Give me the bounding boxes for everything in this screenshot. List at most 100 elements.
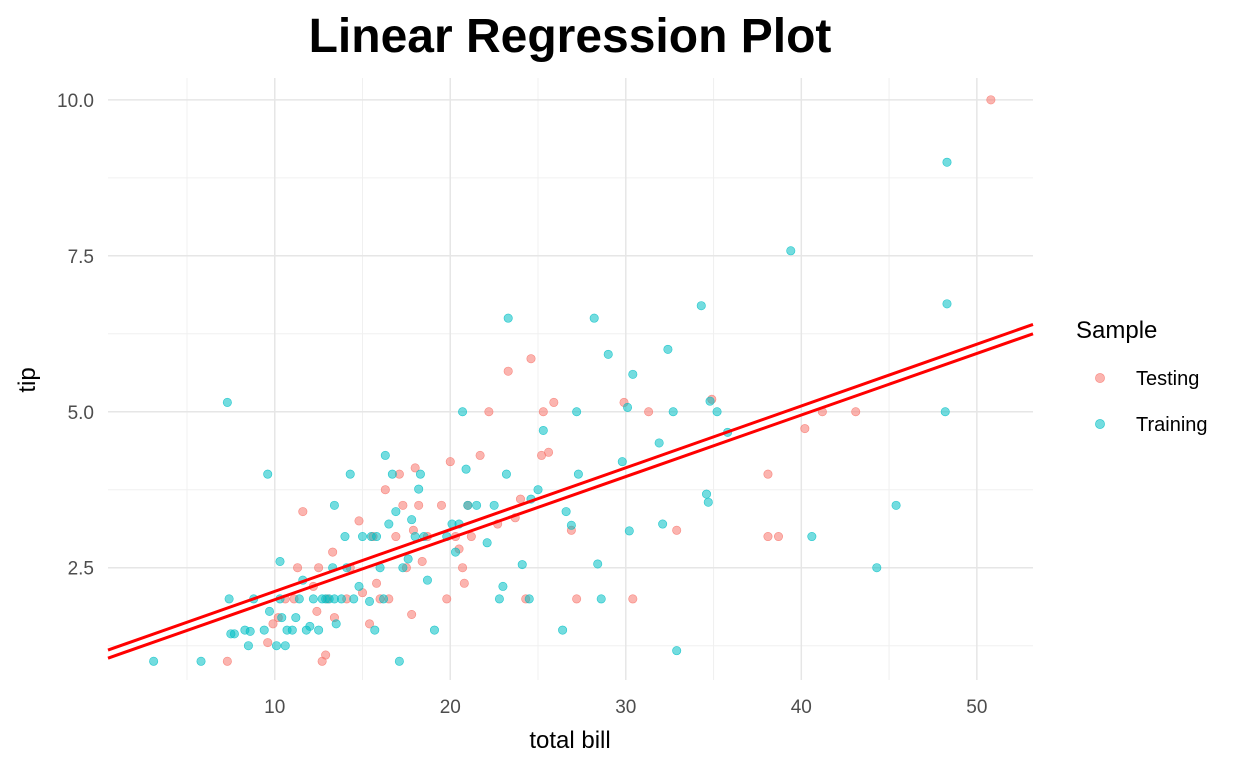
data-point-training: [712, 407, 722, 417]
data-point-testing: [851, 407, 861, 417]
data-point-training: [572, 407, 582, 417]
data-point-testing: [222, 656, 232, 666]
data-point-testing: [414, 500, 424, 510]
data-point-training: [498, 581, 508, 591]
data-point-training: [517, 560, 527, 570]
data-point-training: [291, 613, 301, 623]
legend-label-testing: Testing: [1136, 368, 1199, 390]
legend-key-training: [1095, 419, 1105, 429]
data-point-training: [358, 532, 368, 542]
data-point-training: [786, 246, 796, 256]
data-point-testing: [458, 563, 468, 573]
data-point-testing: [372, 578, 382, 588]
data-point-training: [628, 369, 638, 379]
data-point-testing: [410, 463, 420, 473]
data-point-training: [807, 532, 817, 542]
data-point-testing: [475, 450, 485, 460]
data-point-training: [384, 519, 394, 529]
data-point-training: [222, 397, 232, 407]
data-point-testing: [544, 447, 554, 457]
data-point-training: [379, 594, 389, 604]
chart-title: Linear Regression Plot: [309, 10, 832, 63]
data-point-training: [489, 500, 499, 510]
legend-label-training: Training: [1136, 414, 1208, 436]
data-point-training: [603, 349, 613, 359]
data-point-training: [336, 594, 346, 604]
data-point-training: [705, 396, 715, 406]
data-point-testing: [263, 638, 273, 648]
data-point-training: [275, 556, 285, 566]
data-point-training: [524, 594, 534, 604]
data-point-testing: [445, 457, 455, 467]
data-point-training: [872, 563, 882, 573]
data-point-testing: [773, 532, 783, 542]
x-tick-label: 10: [264, 697, 285, 718]
data-point-testing: [549, 397, 559, 407]
data-point-training: [703, 497, 713, 507]
data-point-training: [702, 489, 712, 499]
data-point-training: [280, 641, 290, 651]
data-point-testing: [459, 578, 469, 588]
data-point-testing: [298, 507, 308, 517]
data-point-training: [277, 613, 287, 623]
data-point-training: [617, 457, 627, 467]
data-point-training: [623, 402, 633, 412]
data-point-testing: [321, 650, 331, 660]
data-point-training: [149, 656, 159, 666]
data-point-training: [672, 646, 682, 656]
data-point-training: [263, 469, 273, 479]
data-point-testing: [572, 594, 582, 604]
data-point-training: [372, 532, 382, 542]
data-point-training: [264, 606, 274, 616]
data-point-training: [229, 629, 239, 639]
data-point-training: [398, 563, 408, 573]
data-point-testing: [763, 532, 773, 542]
data-point-testing: [391, 532, 401, 542]
data-point-training: [340, 532, 350, 542]
data-point-training: [370, 625, 380, 635]
data-point-testing: [312, 606, 322, 616]
data-point-training: [940, 407, 950, 417]
x-tick-label: 40: [791, 697, 812, 718]
data-point-training: [461, 464, 471, 474]
data-point-testing: [268, 619, 278, 629]
data-point-training: [243, 641, 253, 651]
data-point-training: [663, 344, 673, 354]
data-point-training: [305, 621, 315, 631]
data-point-training: [414, 484, 424, 494]
data-point-testing: [417, 556, 427, 566]
data-point-training: [314, 625, 324, 635]
legend: Sample Testing Training: [1076, 317, 1208, 436]
y-tick-label: 10.0: [57, 91, 94, 112]
data-point-testing: [672, 525, 682, 535]
data-point-training: [624, 526, 634, 536]
y-tick-labels: 2.5 5.0 7.5 10.0: [57, 91, 94, 580]
data-point-training: [942, 157, 952, 167]
y-tick-label: 7.5: [68, 247, 94, 268]
major-gridlines: [108, 78, 1033, 680]
data-point-training: [365, 596, 375, 606]
y-tick-label: 2.5: [68, 559, 94, 580]
data-point-training: [345, 469, 355, 479]
data-point-testing: [986, 95, 996, 105]
data-point-training: [196, 656, 206, 666]
data-point-testing: [407, 609, 417, 619]
series-training: [149, 157, 952, 666]
data-point-training: [329, 500, 339, 510]
data-point-testing: [293, 563, 303, 573]
data-point-training: [566, 520, 576, 530]
data-point-testing: [436, 500, 446, 510]
data-point-training: [403, 554, 413, 564]
data-point-training: [354, 581, 364, 591]
data-point-testing: [314, 563, 324, 573]
data-point-training: [349, 594, 359, 604]
regression-line: [107, 332, 1034, 660]
data-point-training: [696, 301, 706, 311]
data-point-training: [658, 519, 668, 529]
minor-gridlines: [108, 78, 1033, 680]
legend-title: Sample: [1076, 317, 1157, 344]
data-point-training: [561, 507, 571, 517]
data-point-training: [533, 485, 543, 495]
data-point-training: [503, 313, 513, 323]
